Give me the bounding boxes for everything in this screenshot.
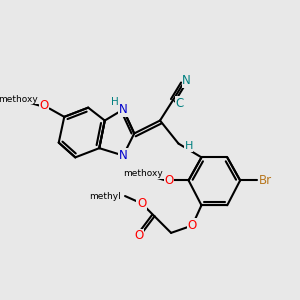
Text: O: O [165,174,174,187]
Text: H: H [184,141,193,151]
Text: O: O [137,197,146,210]
Text: O: O [134,229,143,242]
Text: Br: Br [260,174,272,187]
Text: C: C [175,97,184,110]
Text: methoxy: methoxy [0,95,38,104]
Text: N: N [119,149,128,162]
Text: O: O [188,219,197,232]
Text: N: N [119,103,128,116]
Text: O: O [39,99,49,112]
Text: methoxy: methoxy [124,169,163,178]
Text: N: N [182,74,191,87]
Text: methyl: methyl [89,191,120,200]
Text: H: H [111,97,119,107]
